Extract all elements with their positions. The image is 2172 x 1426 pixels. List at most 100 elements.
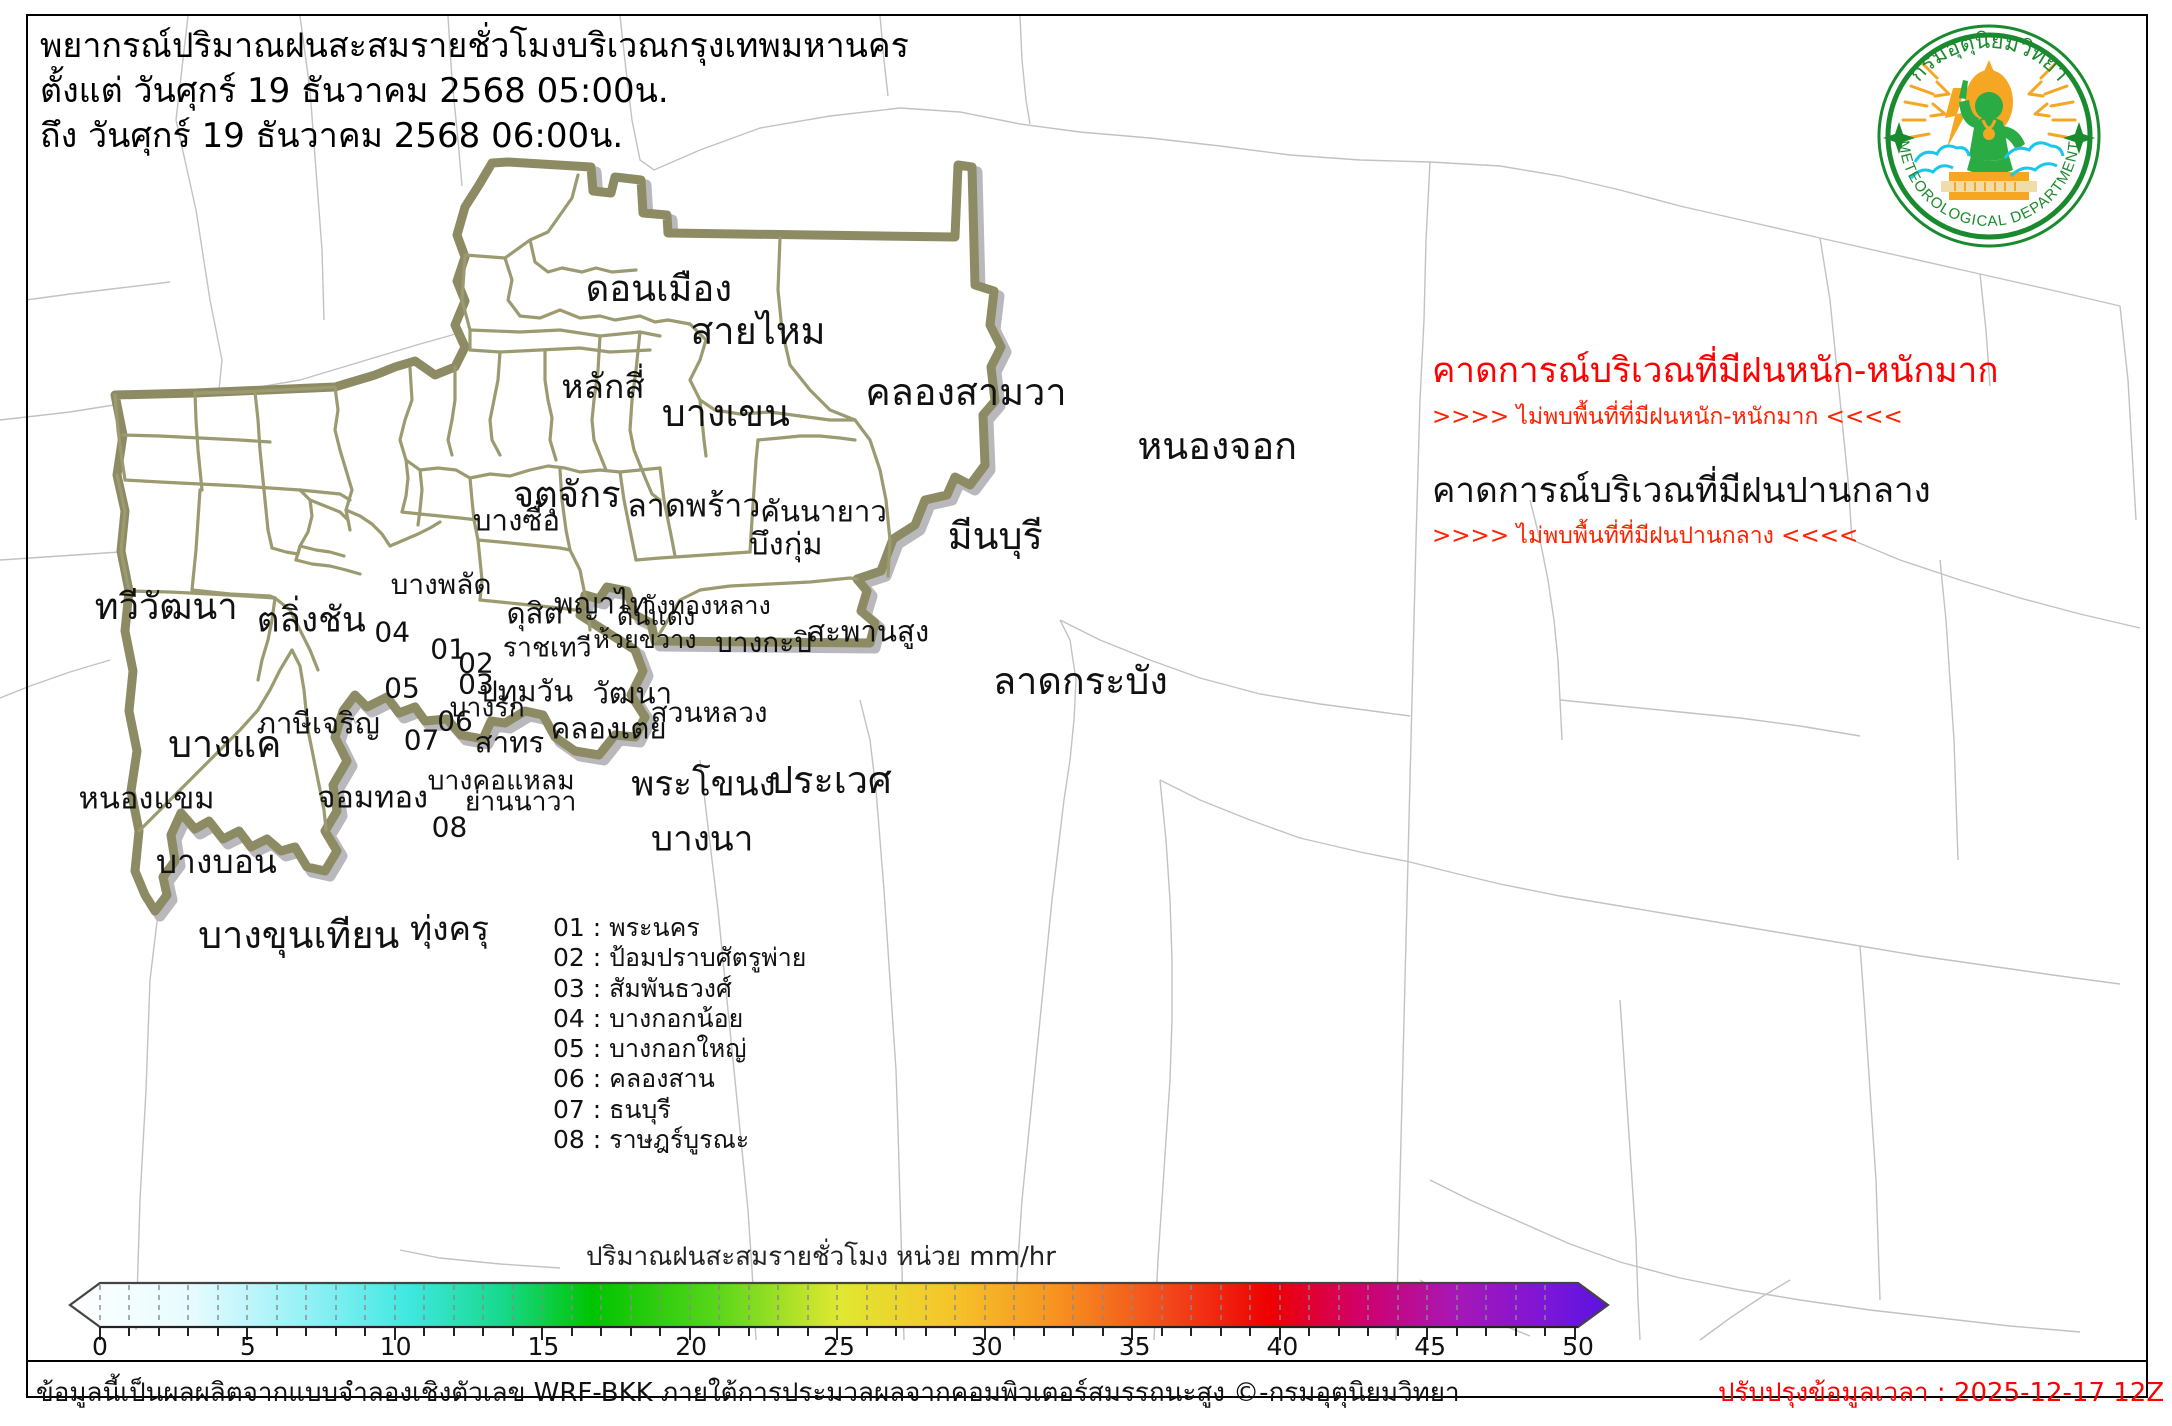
code-name: บางกอกน้อย — [609, 1003, 744, 1033]
district-label: ดุสิต — [506, 596, 563, 631]
district-label: 01 — [430, 632, 466, 666]
district-label: หลักสี่ — [561, 367, 645, 407]
district-label: 04 — [374, 615, 411, 649]
district-label: หนองแขม — [78, 780, 215, 817]
code-name: คลองสาน — [609, 1064, 715, 1094]
background-admin-lines — [0, 15, 2141, 1341]
code-row: 08 : ราษฎร์บูรณะ — [553, 1124, 750, 1154]
code-label: 02 — [553, 943, 585, 973]
district-label: ห้วยขวาง — [593, 625, 697, 655]
district-label: หนองจอก — [1137, 424, 1298, 469]
code-name: บางกอกใหญ่ — [609, 1034, 747, 1063]
data-attribution: ข้อมูลนี้เป็นผลผลิตจากแบบจำลองเชิงตัวเลข… — [36, 1378, 1460, 1408]
forecast-title-block: พยากรณ์ปริมาณฝนสะสมรายชั่วโมงบริเวณกรุงเ… — [40, 24, 909, 159]
district-code-legend: 01 : พระนคร 02 : ป้อมปราบศัตรูพ่าย 03 : … — [553, 913, 806, 1155]
code-name: ป้อมปราบศัตรูพ่าย — [609, 943, 807, 973]
district-label: วังทองหลาง — [641, 590, 771, 620]
colorbar-tick-25: 25 — [823, 1332, 855, 1361]
district-label: 07 — [403, 723, 440, 756]
district-label: คันนายาว — [760, 494, 887, 529]
district-label: บางกะปิ — [715, 626, 813, 660]
rain-intensity-legend: คาดการณ์บริเวณที่มีฝนหนัก-หนักมาก >>>> ไ… — [1432, 352, 2122, 550]
colorbar-tick-15: 15 — [527, 1332, 560, 1361]
colorbar-tick-50: 50 — [1562, 1332, 1594, 1361]
district-label: ทุ่งครุ — [409, 908, 489, 948]
district-label: 03 — [458, 667, 494, 701]
district-label: บางบอน — [155, 841, 277, 881]
title-line-3-end-time: ถึง วันศุกร์ 19 ธันวาคม 2568 06:00น. — [40, 115, 624, 156]
code-label: 05 — [553, 1034, 585, 1063]
district-boundaries — [113, 173, 892, 833]
colorbar-tick-5: 5 — [239, 1332, 256, 1361]
code-label: 08 — [553, 1124, 585, 1154]
district-label: ปทุมวัน — [479, 674, 574, 709]
code-label: 07 — [553, 1094, 585, 1124]
code-row: 05 : บางกอกใหญ่ — [553, 1034, 747, 1063]
code-row: 06 : คลองสาน — [553, 1064, 715, 1094]
code-label: 06 — [553, 1064, 585, 1094]
code-label: 01 — [553, 913, 585, 942]
district-label: บางรัก — [449, 692, 525, 724]
district-label: ตลิ่งชัน — [256, 600, 366, 640]
district-label: ดอนเมือง — [585, 266, 733, 310]
title-line-2-start-time: ตั้งแต่ วันศุกร์ 19 ธันวาคม 2568 05:00น. — [40, 70, 669, 111]
code-row: 07 : ธนบุรี — [553, 1094, 671, 1124]
code-name: ราษฎร์บูรณะ — [609, 1124, 750, 1154]
code-name: สัมพันธวงศ์ — [609, 973, 732, 1003]
district-label: 06 — [437, 704, 473, 738]
colorbar — [68, 1281, 1610, 1340]
colorbar-tick-20: 20 — [675, 1332, 708, 1361]
update-timestamp: ปรับปรุงข้อมูลเวลา : 2025-12-17 12Z — [1718, 1378, 2165, 1408]
moderate-rain-heading: คาดการณ์บริเวณที่มีฝนปานกลาง — [1432, 470, 1931, 511]
district-label: 08 — [431, 810, 468, 844]
footer-divider — [26, 1360, 2148, 1362]
district-label: สาทร — [474, 725, 545, 760]
district-label: ลาดกระบัง — [992, 658, 1168, 703]
code-name: พระนคร — [609, 913, 700, 942]
district-label: วัฒนา — [592, 676, 673, 711]
code-row: 03 : สัมพันธวงศ์ — [553, 973, 732, 1003]
code-row: 01 : พระนคร — [553, 913, 700, 942]
colorbar-tick-10: 10 — [379, 1332, 412, 1361]
moderate-rain-result: >>>> ไม่พบพื้นที่ที่มีฝนปานกลาง <<<< — [1432, 523, 1859, 550]
district-label: คลองเตย — [550, 711, 667, 746]
code-name: ธนบุรี — [609, 1094, 671, 1124]
district-label: ย่านนาวา — [464, 786, 577, 818]
colorbar-block: ปริมาณฝนสะสมรายชั่วโมง หน่วย mm/hr 0 5 10 1… — [0, 1236, 2172, 1366]
district-label: คลองสามวา — [865, 370, 1067, 415]
district-label: ภาษีเจริญ — [256, 706, 380, 741]
title-line-1: พยากรณ์ปริมาณฝนสะสมรายชั่วโมงบริเวณกรุงเ… — [40, 26, 909, 66]
colorbar-tick-35: 35 — [1118, 1332, 1151, 1361]
district-label: ลาดพร้าว — [627, 486, 761, 525]
district-label: 02 — [458, 646, 494, 680]
colorbar-tick-0: 0 — [92, 1332, 108, 1361]
district-label: จตุจักร — [512, 473, 621, 517]
district-label: บางขุนเทียน — [198, 912, 400, 957]
tmd-logo: กรมอุตุนิยมวิทยา METEOROLOGICAL DEPARTME… — [1877, 24, 2101, 248]
district-label: ราชเทวี — [502, 632, 592, 664]
district-label: บางเขน — [661, 391, 790, 435]
district-label: ประเวศ — [769, 757, 892, 802]
district-label: บางซื่อ — [472, 503, 561, 538]
colorbar-tick-labels: 0 5 10 15 20 25 30 35 40 45 50 — [0, 1332, 2172, 1366]
colorbar-tick-45: 45 — [1414, 1332, 1447, 1361]
code-row: 04 : บางกอกน้อย — [553, 1003, 744, 1033]
heavy-rain-result: >>>> ไม่พบพื้นที่ที่มีฝนหนัก-หนักมาก <<<… — [1432, 403, 1903, 430]
district-label: พญาไท — [554, 586, 650, 621]
district-label: มีนบุรี — [947, 513, 1043, 558]
district-label: ดินแดง — [616, 601, 696, 631]
code-row: 02 : ป้อมปราบศัตรูพ่าย — [553, 943, 807, 973]
district-label: บางคอแหลม — [427, 765, 575, 797]
heavy-rain-heading: คาดการณ์บริเวณที่มีฝนหนัก-หนักมาก — [1432, 351, 1999, 391]
district-label: สายไหม — [690, 308, 826, 353]
colorbar-title: ปริมาณฝนสะสมรายชั่วโมง หน่วย mm/hr — [586, 1242, 1056, 1272]
district-label: จอมทอง — [317, 779, 429, 816]
district-label: 05 — [384, 671, 420, 705]
colorbar-tick-30: 30 — [970, 1332, 1003, 1361]
district-label: บึงกุ่ม — [749, 526, 823, 563]
district-label: ทวีวัฒนา — [94, 584, 238, 628]
district-label: พระโขนง — [631, 764, 776, 805]
district-label: สะพานสูง — [807, 614, 930, 649]
